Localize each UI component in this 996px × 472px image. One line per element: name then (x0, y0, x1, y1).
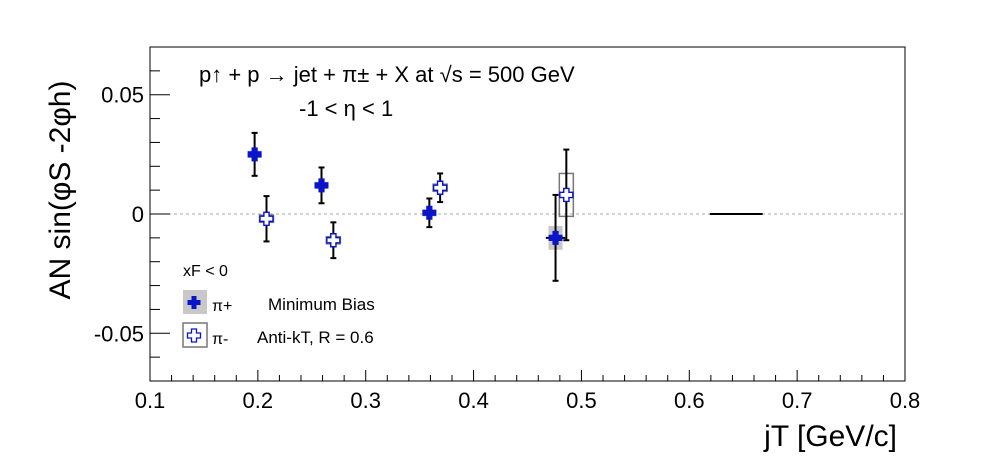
data-point-pip (422, 205, 437, 220)
data-point-pim (259, 211, 274, 226)
legend-pim-marker (186, 328, 202, 343)
legend-pip-marker (187, 296, 201, 309)
y-tick-label: 0 (132, 202, 144, 227)
legend: xF < 0 π+ π- Minimum Bias Anti-kT, R = 0… (182, 263, 375, 348)
y-tick-label: -0.05 (94, 321, 144, 346)
y-axis-ticks (150, 46, 170, 382)
data-point-pim (432, 180, 448, 195)
legend-header: xF < 0 (183, 263, 228, 280)
x-axis-tick-labels: 0.1 0.2 0.3 0.4 0.5 0.6 0.7 0.8 (135, 388, 921, 413)
data-point-pim (326, 233, 341, 248)
x-axis-label: jT [GeV/c] (763, 420, 897, 453)
chart-title-line1: p↑ + p → jet + π± + X at √s = 500 GeV (199, 62, 575, 87)
legend-entry-pip: π+ (212, 298, 232, 315)
x-tick-label: 0.2 (243, 388, 274, 413)
x-tick-label: 0.7 (782, 388, 813, 413)
x-tick-label: 0.6 (674, 388, 705, 413)
x-tick-label: 0.5 (566, 388, 597, 413)
legend-note-minbias: Minimum Bias (268, 295, 375, 314)
data-point-pim (559, 187, 574, 203)
systematic-boxes (247, 150, 575, 250)
error-bars (251, 131, 570, 282)
x-tick-label: 0.1 (135, 388, 166, 413)
x-tick-label: 0.3 (350, 388, 381, 413)
x-tick-label: 0.4 (458, 388, 489, 413)
y-tick-label: 0.05 (101, 83, 144, 108)
legend-note-antikt: Anti-kT, R = 0.6 (257, 328, 374, 347)
legend-entry-pim: π- (212, 331, 228, 348)
chart-title-line2: -1 < η < 1 (299, 96, 393, 121)
y-axis-tick-labels: -0.05 0 0.05 (94, 83, 144, 347)
y-axis-label: AN sin(φS -2φh) (44, 81, 77, 300)
x-tick-label: 0.8 (890, 388, 921, 413)
data-point-pip (247, 147, 262, 162)
data-markers (247, 147, 574, 248)
data-point-pip (314, 178, 329, 193)
data-point-pip (548, 230, 563, 245)
x-axis-ticks (149, 370, 906, 381)
